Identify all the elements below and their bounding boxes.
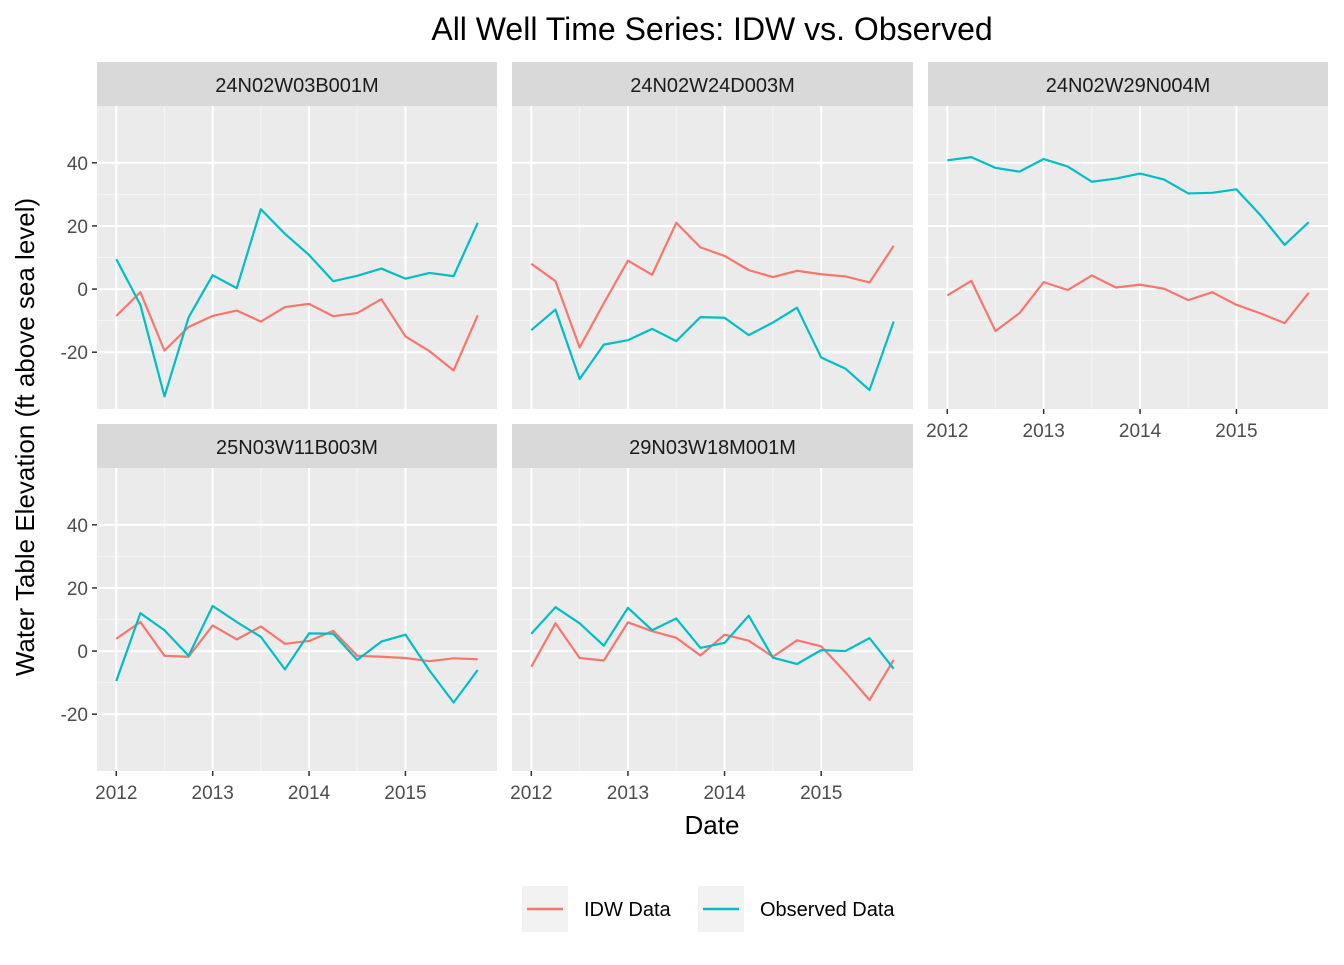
- y-tick-label: 40: [67, 154, 88, 175]
- x-tick-label: 2012: [926, 421, 968, 442]
- x-tick-label: 2015: [800, 783, 842, 804]
- idw-series-line: [530, 221, 895, 349]
- idw-series-line: [115, 620, 478, 663]
- facet-strip-label: 24N02W29N004M: [1046, 75, 1211, 97]
- y-tick-label: 0: [77, 280, 88, 301]
- facet-strip: [97, 424, 497, 468]
- idw-series-line: [115, 291, 479, 372]
- y-tick-label: 0: [77, 642, 88, 663]
- y-tick-label: 40: [67, 516, 88, 537]
- x-tick-label: 2015: [1215, 421, 1257, 442]
- observed-series-line: [530, 606, 895, 670]
- facet-strip-label: 29N03W18M001M: [629, 437, 796, 459]
- x-tick-label: 2013: [607, 783, 649, 804]
- observed-series-line: [115, 604, 479, 704]
- facet-panels: 24N02W03B001M -20 0 20 40 24N02W24D003M 24N02W…: [61, 62, 1328, 804]
- facet-strip-label: 24N02W03B001M: [215, 75, 378, 97]
- facet-strip: [97, 62, 497, 106]
- facet-panel: 24N02W03B001M -20 0 20 40: [61, 62, 497, 409]
- legend-label: Observed Data: [760, 899, 895, 921]
- facet-strip-label: 24N02W24D003M: [630, 75, 795, 97]
- observed-series-line: [115, 208, 479, 398]
- x-tick-label: 2014: [1119, 421, 1162, 442]
- x-tick-label: 2013: [1023, 421, 1065, 442]
- observed-series-line: [947, 156, 1310, 246]
- facet-strip-label: 25N03W11B003M: [216, 437, 378, 459]
- x-tick-label: 2012: [95, 783, 137, 804]
- x-tick-label: 2015: [384, 783, 426, 804]
- chart-title: All Well Time Series: IDW vs. Observed: [431, 11, 992, 47]
- facet-panel: 25N03W11B003M -20 0 20 40 2012 2013 2014 2015: [61, 424, 497, 804]
- x-tick-label: 2012: [510, 783, 552, 804]
- y-tick-label: 20: [67, 579, 88, 600]
- facet-strip: [928, 62, 1328, 106]
- x-tick-label: 2014: [703, 783, 746, 804]
- x-tick-label: 2013: [192, 783, 234, 804]
- facet-panel: 24N02W29N004M 2012 2013 2014 2015: [926, 62, 1328, 442]
- x-tick-label: 2014: [288, 783, 331, 804]
- y-tick-label: -20: [61, 705, 88, 726]
- facet-strip: [512, 62, 913, 106]
- y-axis-title: Water Table Elevation (ft above sea leve…: [10, 198, 40, 676]
- facet-panel: 24N02W24D003M: [512, 62, 913, 409]
- idw-series-line: [946, 274, 1310, 333]
- legend: IDW Data Observed Data: [522, 886, 895, 932]
- observed-series-line: [530, 306, 895, 392]
- x-axis-title: Date: [685, 810, 740, 840]
- legend-label: IDW Data: [584, 899, 672, 921]
- facet-panel: 29N03W18M001M 2012 2013 2014 2015: [510, 424, 913, 804]
- facet-strip: [512, 424, 913, 468]
- y-tick-label: -20: [61, 343, 88, 364]
- y-tick-label: 20: [67, 217, 88, 238]
